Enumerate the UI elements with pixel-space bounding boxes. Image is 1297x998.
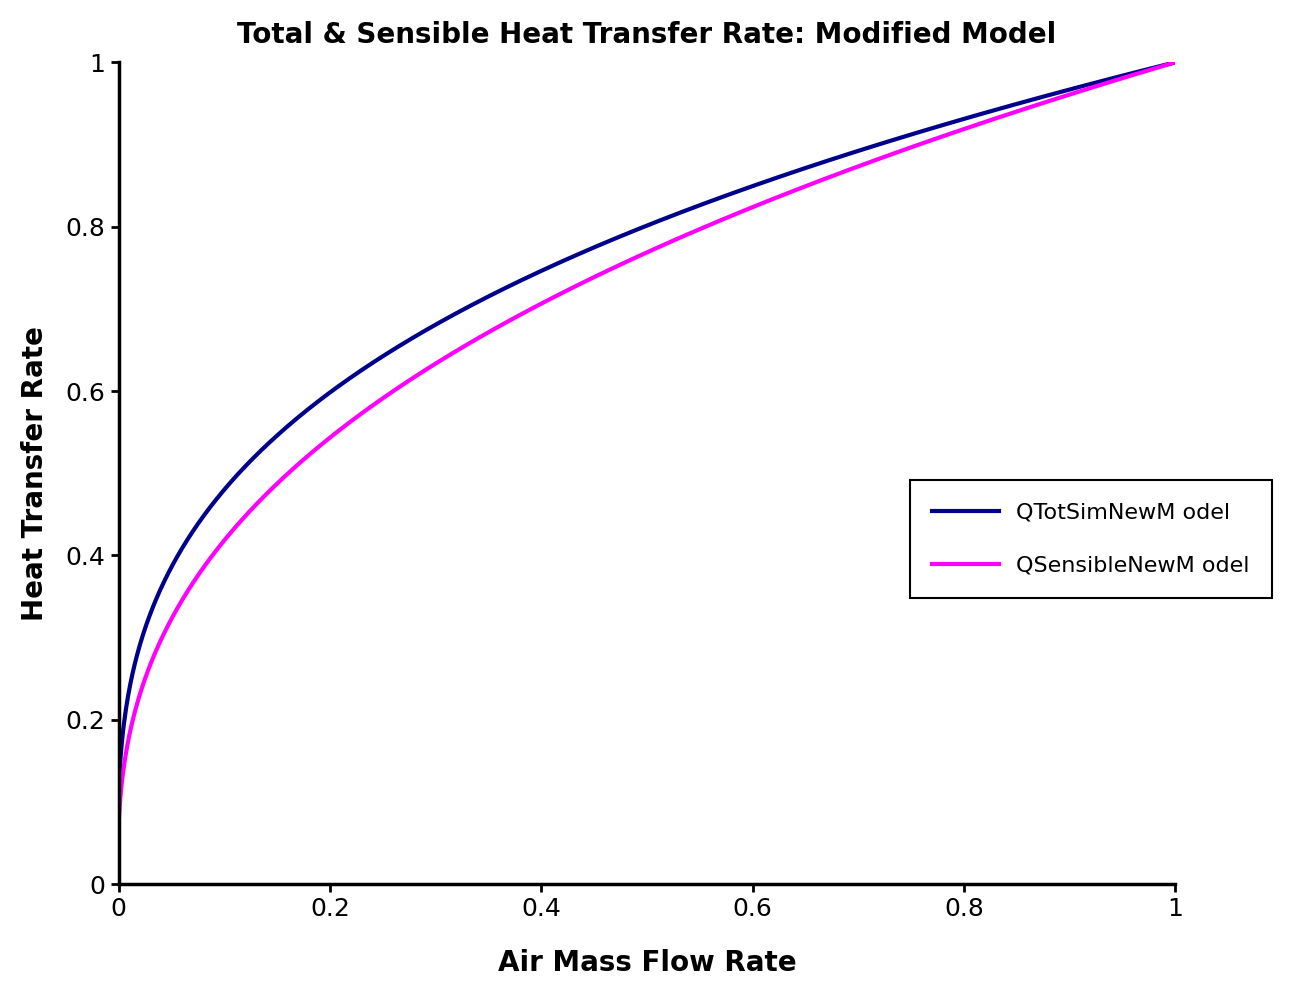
Line: QTotSimNewM odel: QTotSimNewM odel xyxy=(118,62,1175,794)
QSensibleNewM odel xyxy=(538,295,554,307)
Title: Total & Sensible Heat Transfer Rate: Modified Model: Total & Sensible Heat Transfer Rate: Mod… xyxy=(237,21,1057,49)
QTotSimNewM odel xyxy=(1167,56,1183,68)
QTotSimNewM odel xyxy=(953,114,969,126)
QTotSimNewM odel xyxy=(837,150,852,162)
Y-axis label: Heat Transfer Rate: Heat Transfer Rate xyxy=(21,325,49,621)
QTotSimNewM odel xyxy=(219,481,235,493)
QSensibleNewM odel xyxy=(110,818,126,830)
Legend: QTotSimNewM odel, QSensibleNewM odel: QTotSimNewM odel, QSensibleNewM odel xyxy=(909,480,1272,598)
QTotSimNewM odel xyxy=(110,788,126,800)
QTotSimNewM odel xyxy=(935,119,951,131)
Line: QSensibleNewM odel: QSensibleNewM odel xyxy=(118,62,1175,824)
QSensibleNewM odel xyxy=(935,131,951,143)
X-axis label: Air Mass Flow Rate: Air Mass Flow Rate xyxy=(498,949,796,977)
QSensibleNewM odel xyxy=(953,124,969,136)
QSensibleNewM odel xyxy=(837,166,852,178)
QTotSimNewM odel xyxy=(538,262,554,274)
QSensibleNewM odel xyxy=(576,276,591,288)
QTotSimNewM odel xyxy=(576,246,591,257)
QSensibleNewM odel xyxy=(219,532,235,544)
QSensibleNewM odel xyxy=(1167,56,1183,68)
